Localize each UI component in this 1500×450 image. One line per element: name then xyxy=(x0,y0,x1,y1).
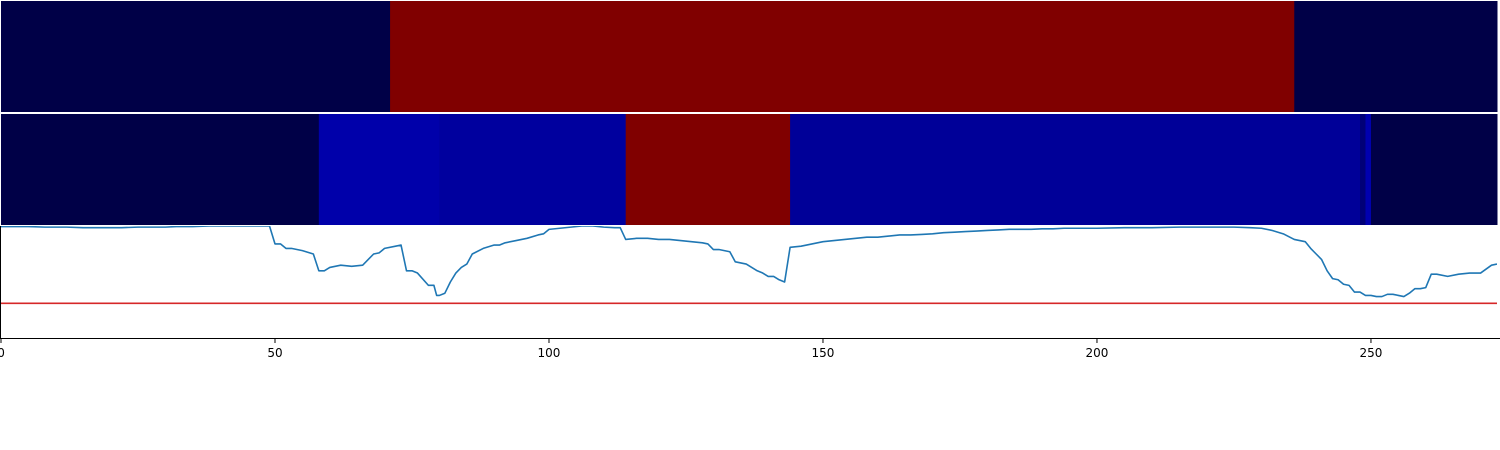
x-tick-label-50: 50 xyxy=(267,346,282,360)
x-tick-label-250: 250 xyxy=(1360,346,1383,360)
heatmap-row-2-segment-2 xyxy=(318,114,440,225)
heatmap-row-1-segment-1 xyxy=(1,1,391,112)
heatmap-row-2-segment-1 xyxy=(1,114,320,225)
x-tick-label-100: 100 xyxy=(538,346,561,360)
heatmap-row-2-segment-5 xyxy=(790,114,1361,225)
heatmap-row-2-segment-4 xyxy=(625,114,791,225)
heatmap-row-2-segment-8 xyxy=(1370,114,1498,225)
x-axis: 0 50 100 150 200 250 xyxy=(0,226,1500,360)
heatmap-row-2-segment-6 xyxy=(1360,114,1366,225)
x-tick-label-0: 0 xyxy=(0,346,5,360)
heatmap-row-2-segment-7 xyxy=(1365,114,1372,225)
heatmap-row-2-segment-3 xyxy=(439,114,627,225)
heatmap-layer xyxy=(1,1,1498,225)
x-tick-label-200: 200 xyxy=(1086,346,1109,360)
series-signal-line xyxy=(1,226,1497,298)
x-tick-label-150: 150 xyxy=(812,346,835,360)
heatmap-row-1-segment-3 xyxy=(1294,1,1498,112)
line-plot-layer xyxy=(1,226,1497,305)
heatmap-row-1-segment-2 xyxy=(390,1,1295,112)
